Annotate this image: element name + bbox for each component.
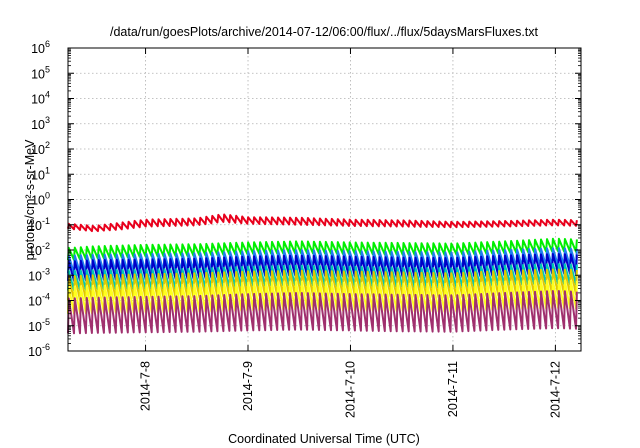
- y-tick-label: 10-4: [28, 292, 50, 309]
- y-axis-label: protons/cm²-s-sr-MeV: [23, 139, 37, 261]
- y-tick-label: 10-3: [28, 266, 50, 283]
- y-tick-label: 102: [31, 140, 50, 157]
- y-tick-label: 10-5: [28, 317, 50, 334]
- y-tick-label: 100: [31, 191, 50, 208]
- y-axis: 10-6 10-5 10-4 10-3 10-2 10-1 100 101 102 103 104 1…: [28, 39, 581, 359]
- series-line-1: [67, 213, 578, 233]
- x-axis-label: Coordinated Universal Time (UTC): [228, 432, 420, 446]
- x-tick-label: 2014-7-10: [343, 361, 357, 418]
- series-line-2: [67, 237, 578, 261]
- x-tick-label: 2014-7-8: [139, 361, 153, 411]
- x-tick-label: 2014-7-9: [241, 361, 255, 411]
- x-axis: 2014-7-8 2014-7-9 2014-7-10 2014-7-11 2014-7…: [139, 48, 562, 418]
- x-tick-label: 2014-7-11: [446, 361, 460, 417]
- y-tick-label: 104: [31, 90, 50, 107]
- y-tick-label: 10-6: [28, 342, 50, 359]
- y-tick-label: 105: [31, 64, 50, 81]
- y-tick-label: 103: [31, 115, 50, 132]
- series-line-8: [67, 290, 578, 335]
- y-tick-label: 10-2: [28, 241, 50, 258]
- chart-title: /data/run/goesPlots/archive/2014-07-12/0…: [110, 25, 539, 39]
- y-tick-label: 106: [31, 39, 50, 56]
- x-tick-label: 2014-7-12: [548, 361, 562, 418]
- y-tick-label: 10-1: [28, 216, 50, 233]
- y-tick-label: 101: [31, 165, 50, 182]
- series-layer: [67, 213, 578, 335]
